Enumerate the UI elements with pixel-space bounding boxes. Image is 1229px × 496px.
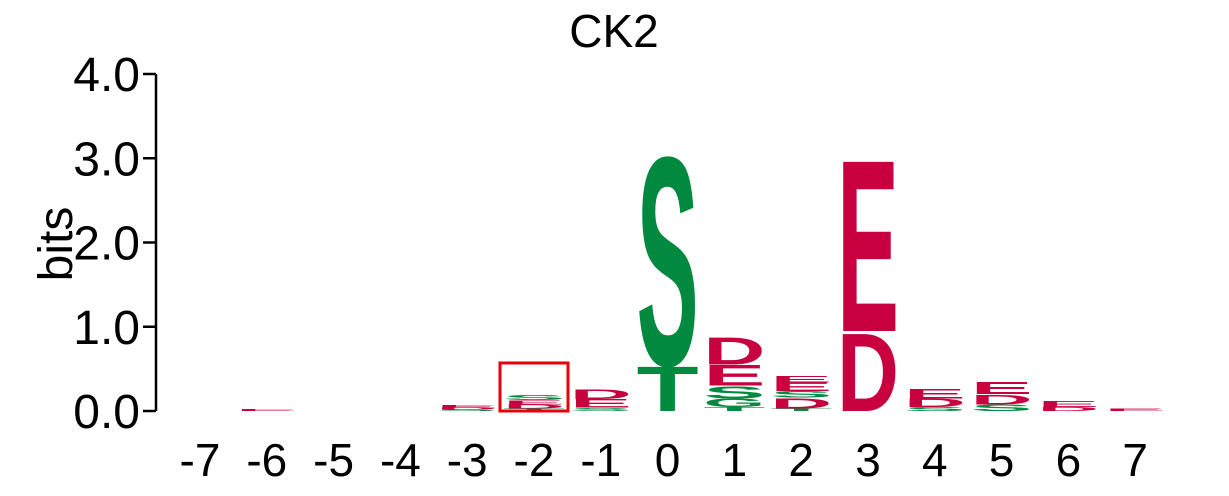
x-tick-label: 6 xyxy=(1056,434,1082,486)
logo-letter-E: E xyxy=(837,110,899,384)
logo-letter-D: D xyxy=(703,330,765,373)
x-tick-label: -7 xyxy=(180,434,221,486)
x-tick-label: 4 xyxy=(922,434,948,486)
chart-title: CK2 xyxy=(569,5,658,57)
logo-letter-D: D xyxy=(837,311,899,435)
stack-pos-4: SDE xyxy=(904,386,966,412)
y-tick-label: 0.0 xyxy=(73,386,140,439)
logo-letter-E: E xyxy=(1037,399,1099,408)
highlight-box xyxy=(498,361,570,413)
logo-letter-S: S xyxy=(436,409,498,412)
logo-letter-E: E xyxy=(436,404,498,408)
logo-letter-E: E xyxy=(971,378,1033,398)
stack-pos-7: E xyxy=(1104,408,1166,412)
logo-letter-E: E xyxy=(770,380,832,393)
stack-pos--1: SED xyxy=(570,387,632,412)
logo-letter-D: D xyxy=(1037,406,1099,413)
logo-letter-E: E xyxy=(703,359,765,392)
logo-letter-S: S xyxy=(503,394,565,402)
logo-letter-E: E xyxy=(770,374,832,384)
y-tick-label: 4.0 xyxy=(73,49,140,102)
x-tick-label: 3 xyxy=(855,434,881,486)
logo-letter-E: E xyxy=(236,409,298,412)
logo-letter-E: E xyxy=(570,397,632,410)
logo-letter-D: D xyxy=(971,392,1033,408)
x-tick-label: -2 xyxy=(514,434,555,486)
x-axis: -7 -6 -5 -4 -3 -2 -1 0 1 2 3 4 5 6 7 xyxy=(180,434,1148,486)
logo-letter-S: S xyxy=(770,389,832,399)
logo-letter-E: E xyxy=(503,399,565,406)
logo-letter-D: D xyxy=(436,407,498,410)
x-tick-label: 0 xyxy=(655,434,681,486)
x-tick-label: -6 xyxy=(246,434,287,486)
x-tick-label: -4 xyxy=(380,434,421,486)
y-tick-label: 3.0 xyxy=(73,133,140,186)
logo-letter-S: S xyxy=(971,402,1033,412)
stack-pos-0: TS xyxy=(637,95,699,429)
stack-pos--3: SDE xyxy=(436,404,498,411)
logo-letter-D: D xyxy=(770,395,832,412)
logo-letter-T: T xyxy=(703,406,765,413)
x-tick-label: 7 xyxy=(1122,434,1148,486)
highlight-layer xyxy=(498,361,570,413)
x-tick-label: 1 xyxy=(722,434,748,486)
x-tick-label: -1 xyxy=(580,434,621,486)
y-tick-label: 1.0 xyxy=(73,302,140,355)
logo-letter-S: S xyxy=(637,95,699,429)
logo-letter-D: D xyxy=(904,396,966,409)
x-tick-label: 2 xyxy=(788,434,814,486)
logo-letter-S: S xyxy=(570,407,632,412)
logo-letter-G: G xyxy=(703,396,765,409)
logo-letter-S: S xyxy=(904,406,966,413)
logo-letter-T: T xyxy=(637,353,699,425)
x-tick-label: 5 xyxy=(989,434,1015,486)
logo-letter-E: E xyxy=(904,386,966,402)
stack-pos--6: E xyxy=(236,409,298,412)
stack-pos-5: SDE xyxy=(971,378,1033,413)
logo-letter-S: S xyxy=(703,383,765,403)
stack-pos-3: DE xyxy=(837,110,899,436)
x-tick-label: -5 xyxy=(313,434,354,486)
stack-pos-6: DE xyxy=(1037,399,1099,412)
logo-letter-T: T xyxy=(770,408,832,412)
x-tick-label: -3 xyxy=(447,434,488,486)
y-axis: 0.0 1.0 2.0 3.0 4.0 xyxy=(73,49,158,439)
logo-letter-E: E xyxy=(1104,408,1166,412)
y-tick-label: 2.0 xyxy=(73,218,140,271)
logo-letter-D: D xyxy=(503,403,565,410)
y-axis-label: bits xyxy=(30,207,83,282)
logo-letter-D: D xyxy=(570,387,632,403)
